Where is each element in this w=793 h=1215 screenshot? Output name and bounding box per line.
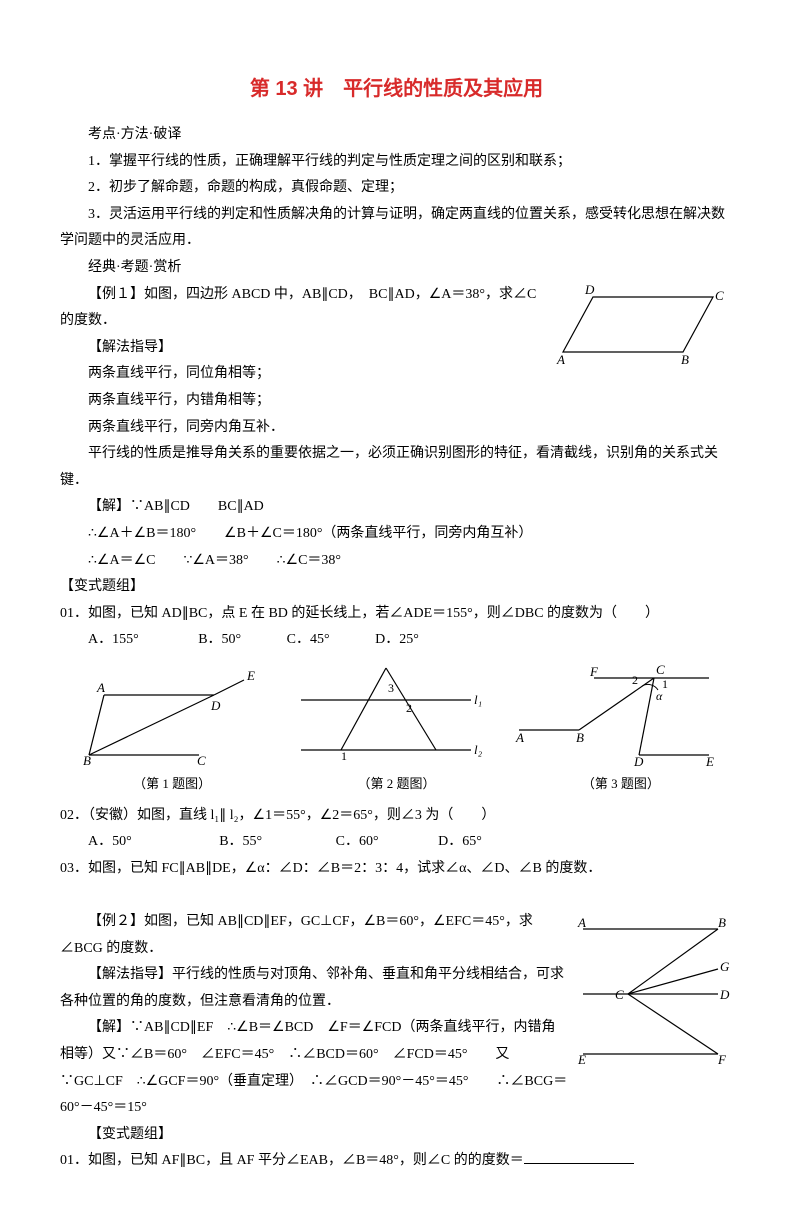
svg-text:D: D [210, 698, 221, 713]
section-heading: 考点·方法·破译 [60, 122, 733, 149]
svg-text:α: α [656, 689, 663, 703]
answer-options: A．155° B．50° C．45° D．25° [60, 627, 733, 654]
svg-text:E: E [577, 1052, 586, 1067]
body-text: 1．掌握平行线的性质，正确理解平行线的判定与性质定理之间的区别和联系； [60, 149, 733, 176]
parallelogram-figure: A B C D [543, 282, 733, 372]
variation-heading: 【变式题组】 [60, 574, 733, 601]
svg-text:l₂: l₂ [474, 742, 483, 757]
svg-text:B: B [83, 753, 91, 768]
fill-blank [524, 1149, 634, 1164]
option-a: A．155° [88, 632, 139, 647]
svg-text:3: 3 [388, 681, 394, 695]
question-text: 01．如图，已知 AD∥BC，点 E 在 BD 的延长线上，若∠ADE＝155°… [60, 601, 733, 628]
svg-text:2: 2 [632, 673, 638, 687]
svg-text:B: B [718, 915, 726, 930]
solution-text: ∴∠A＋∠B＝180° ∠B＋∠C＝180°（两条直线平行，同旁内角互补） [60, 521, 733, 548]
svg-text:E: E [246, 668, 255, 683]
svg-text:C: C [656, 662, 665, 677]
svg-text:C: C [197, 753, 206, 768]
answer-options: A．50° B．55° C．60° D．65° [60, 829, 733, 856]
example-question: 【例１】如图，四边形 ABCD 中，AB∥CD， BC∥AD，∠A＝38°，求∠… [60, 282, 543, 335]
example-question: 【例２】如图，已知 AB∥CD∥EF，GC⊥CF，∠B＝60°，∠EFC＝45°… [60, 909, 568, 962]
hint-text: 两条直线平行，同旁内角互补． [60, 415, 543, 442]
option-b: B．50° [198, 632, 241, 647]
figure-3: A B C F D E 2 1 α [504, 660, 724, 770]
figure-2: l₁ l₂ 1 2 3 [286, 660, 486, 770]
figure-1: A B C D E [69, 660, 269, 770]
svg-text:A: A [577, 915, 586, 930]
svg-text:C: C [615, 987, 624, 1002]
section-heading: 经典·考题·赏析 [60, 255, 733, 282]
option-b: B．55° [219, 834, 262, 849]
question-text: 01．如图，已知 AF∥BC，且 AF 平分∠EAB，∠B＝48°，则∠C 的的… [60, 1148, 733, 1175]
body-text: 平行线的性质是推导角关系的重要依据之一，必须正确识别图形的特征，看清截线，识别角… [60, 441, 733, 494]
body-text: 3．灵活运用平行线的判定和性质解决角的计算与证明，确定两直线的位置关系，感受转化… [60, 202, 733, 255]
svg-text:E: E [705, 754, 714, 769]
hint-text: 两条直线平行，内错角相等； [60, 388, 543, 415]
figure-caption: （第 1 题图） [133, 772, 211, 797]
svg-text:1: 1 [341, 749, 347, 763]
option-c: C．60° [336, 834, 379, 849]
option-c: C．45° [287, 632, 330, 647]
option-a: A．50° [88, 834, 132, 849]
svg-text:A: A [96, 680, 105, 695]
hint-text: 两条直线平行，同位角相等； [60, 361, 543, 388]
option-d: D．25° [375, 632, 419, 647]
page-title: 第 13 讲 平行线的性质及其应用 [60, 70, 733, 108]
svg-text:1: 1 [662, 677, 668, 691]
hint-heading: 【解法指导】 [60, 335, 543, 362]
svg-text:A: A [515, 730, 524, 745]
figure-caption: （第 2 题图） [357, 772, 435, 797]
option-d: D．65° [438, 834, 482, 849]
hint-text: 【解法指导】平行线的性质与对顶角、邻补角、垂直和角平分线相结合，可求各种位置的角… [60, 962, 568, 1015]
svg-text:2: 2 [406, 701, 412, 715]
svg-text:B: B [576, 730, 584, 745]
svg-text:G: G [720, 959, 730, 974]
solution-text: ∴∠A＝∠C ∵∠A＝38° ∴∠C＝38° [60, 548, 733, 575]
svg-text:D: D [719, 987, 730, 1002]
example2-figure: A B C D E F G [568, 909, 733, 1069]
solution-text: 【解】∵AB∥CD BC∥AD [60, 494, 733, 521]
svg-text:C: C [715, 288, 724, 303]
question-text: 03．如图，已知 FC∥AB∥DE，∠α：∠D：∠B＝2：3：4，试求∠α、∠D… [60, 856, 733, 883]
svg-text:l₁: l₁ [474, 692, 482, 707]
svg-text:F: F [589, 664, 599, 679]
question-text: 02．（安徽）如图，直线 l₁∥ l₂，∠1＝55°，∠2＝65°，则∠3 为（… [60, 803, 733, 830]
variation-heading: 【变式题组】 [60, 1122, 733, 1149]
solution-text: 【解】∵AB∥CD∥EF ∴∠B＝∠BCD ∠F＝∠FCD（两条直线平行，内错角… [60, 1015, 568, 1121]
svg-text:D: D [584, 282, 595, 297]
svg-text:D: D [633, 754, 644, 769]
figure-caption: （第 3 题图） [582, 772, 660, 797]
body-text: 2．初步了解命题，命题的构成，真假命题、定理； [60, 175, 733, 202]
svg-text:B: B [681, 352, 689, 367]
svg-text:F: F [717, 1052, 727, 1067]
svg-text:A: A [556, 352, 565, 367]
